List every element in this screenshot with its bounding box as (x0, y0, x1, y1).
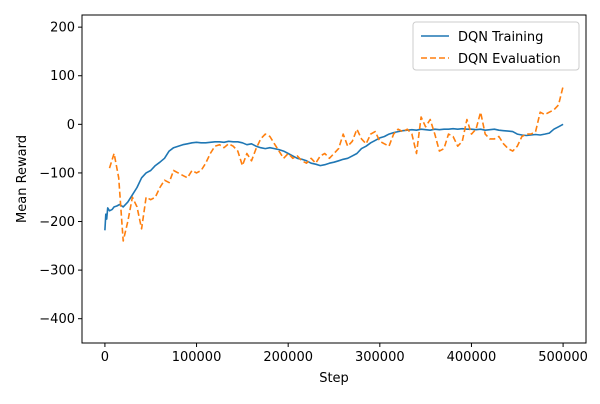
x-tick-label: 200000 (263, 350, 313, 365)
x-tick-label: 100000 (172, 350, 222, 365)
legend-box (412, 21, 580, 71)
series-line-training (104, 123, 564, 231)
y-axis: −400 −300 −200 −100 0 100 200 (39, 21, 82, 327)
y-tick-label: 200 (50, 21, 75, 36)
plot-frame (81, 14, 587, 344)
x-axis: 0 100000 200000 300000 400000 500000 (101, 343, 588, 365)
legend: DQN Training DQN Evaluation (412, 21, 580, 71)
y-tick-label: −200 (39, 215, 75, 230)
y-axis-label: Mean Reward (15, 135, 30, 223)
plot-lines (104, 86, 564, 242)
y-tick-label: −300 (39, 264, 75, 279)
x-tick-label: 500000 (538, 350, 588, 365)
y-tick-label: 100 (50, 69, 75, 84)
x-tick-label: 0 (101, 350, 109, 365)
legend-label-training: DQN Training (458, 30, 543, 45)
x-tick-label: 300000 (355, 350, 405, 365)
series-line-evaluation (108, 86, 564, 242)
y-tick-label: −400 (39, 312, 75, 327)
x-axis-label: Step (319, 371, 349, 386)
x-tick-label: 400000 (447, 350, 497, 365)
legend-label-evaluation: DQN Evaluation (458, 52, 561, 67)
y-tick-label: −100 (39, 166, 75, 181)
y-tick-label: 0 (67, 118, 75, 133)
